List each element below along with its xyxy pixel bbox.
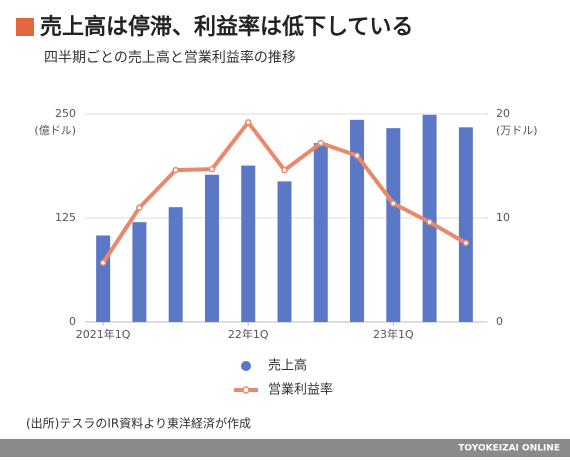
- line-marker: [281, 166, 288, 174]
- x-tick-label: 22年1Q: [228, 327, 269, 341]
- bar: [386, 128, 401, 322]
- line-marker: [99, 259, 107, 266]
- y2-tick-label: 10: [496, 211, 510, 224]
- y-tick-label: 125: [55, 211, 76, 224]
- bar: [350, 119, 365, 322]
- line-marker: [390, 200, 397, 207]
- line-marker: [353, 152, 361, 159]
- bar: [313, 143, 328, 322]
- line-marker: [136, 204, 143, 211]
- legend-label: 売上高: [268, 358, 307, 374]
- x-tick-label: 23年1Q: [373, 327, 414, 341]
- chart-title: 売上高は停滞、利益率は低下している: [40, 14, 413, 40]
- line-marker: [244, 119, 252, 126]
- line-marker: [317, 139, 325, 147]
- line-marker: [208, 165, 216, 173]
- y2-tick-label: 0: [496, 315, 503, 328]
- bar: [458, 127, 473, 322]
- legend-swatch: [242, 386, 250, 394]
- y2-axis-label: (万ドル): [496, 124, 538, 137]
- bar: [168, 207, 183, 322]
- legend-swatch: [241, 361, 251, 371]
- bar: [241, 165, 256, 322]
- line-marker: [462, 239, 470, 247]
- footer-bar: [0, 439, 570, 457]
- bar: [132, 222, 147, 322]
- x-tick-label: 2021年1Q: [76, 327, 131, 341]
- line-marker: [426, 218, 433, 226]
- bar: [422, 114, 437, 322]
- footer: TOYOKEIZAI ONLINE: [458, 444, 560, 454]
- bar: [96, 235, 111, 322]
- y-tick-label: 250: [55, 107, 76, 120]
- title-marker: [16, 18, 34, 36]
- y-tick-label: 0: [69, 315, 76, 328]
- y2-tick-label: 20: [496, 107, 510, 120]
- legend-label: 営業利益率: [268, 382, 333, 398]
- y-axis-label: (億ドル): [34, 124, 76, 137]
- chart-subtitle: 四半期ごとの売上高と営業利益率の推移: [44, 49, 296, 66]
- source: (出所)テスラのIR資料より東洋経済が作成: [26, 416, 251, 431]
- bar: [204, 174, 219, 322]
- line-marker: [172, 166, 179, 174]
- bar: [277, 181, 292, 322]
